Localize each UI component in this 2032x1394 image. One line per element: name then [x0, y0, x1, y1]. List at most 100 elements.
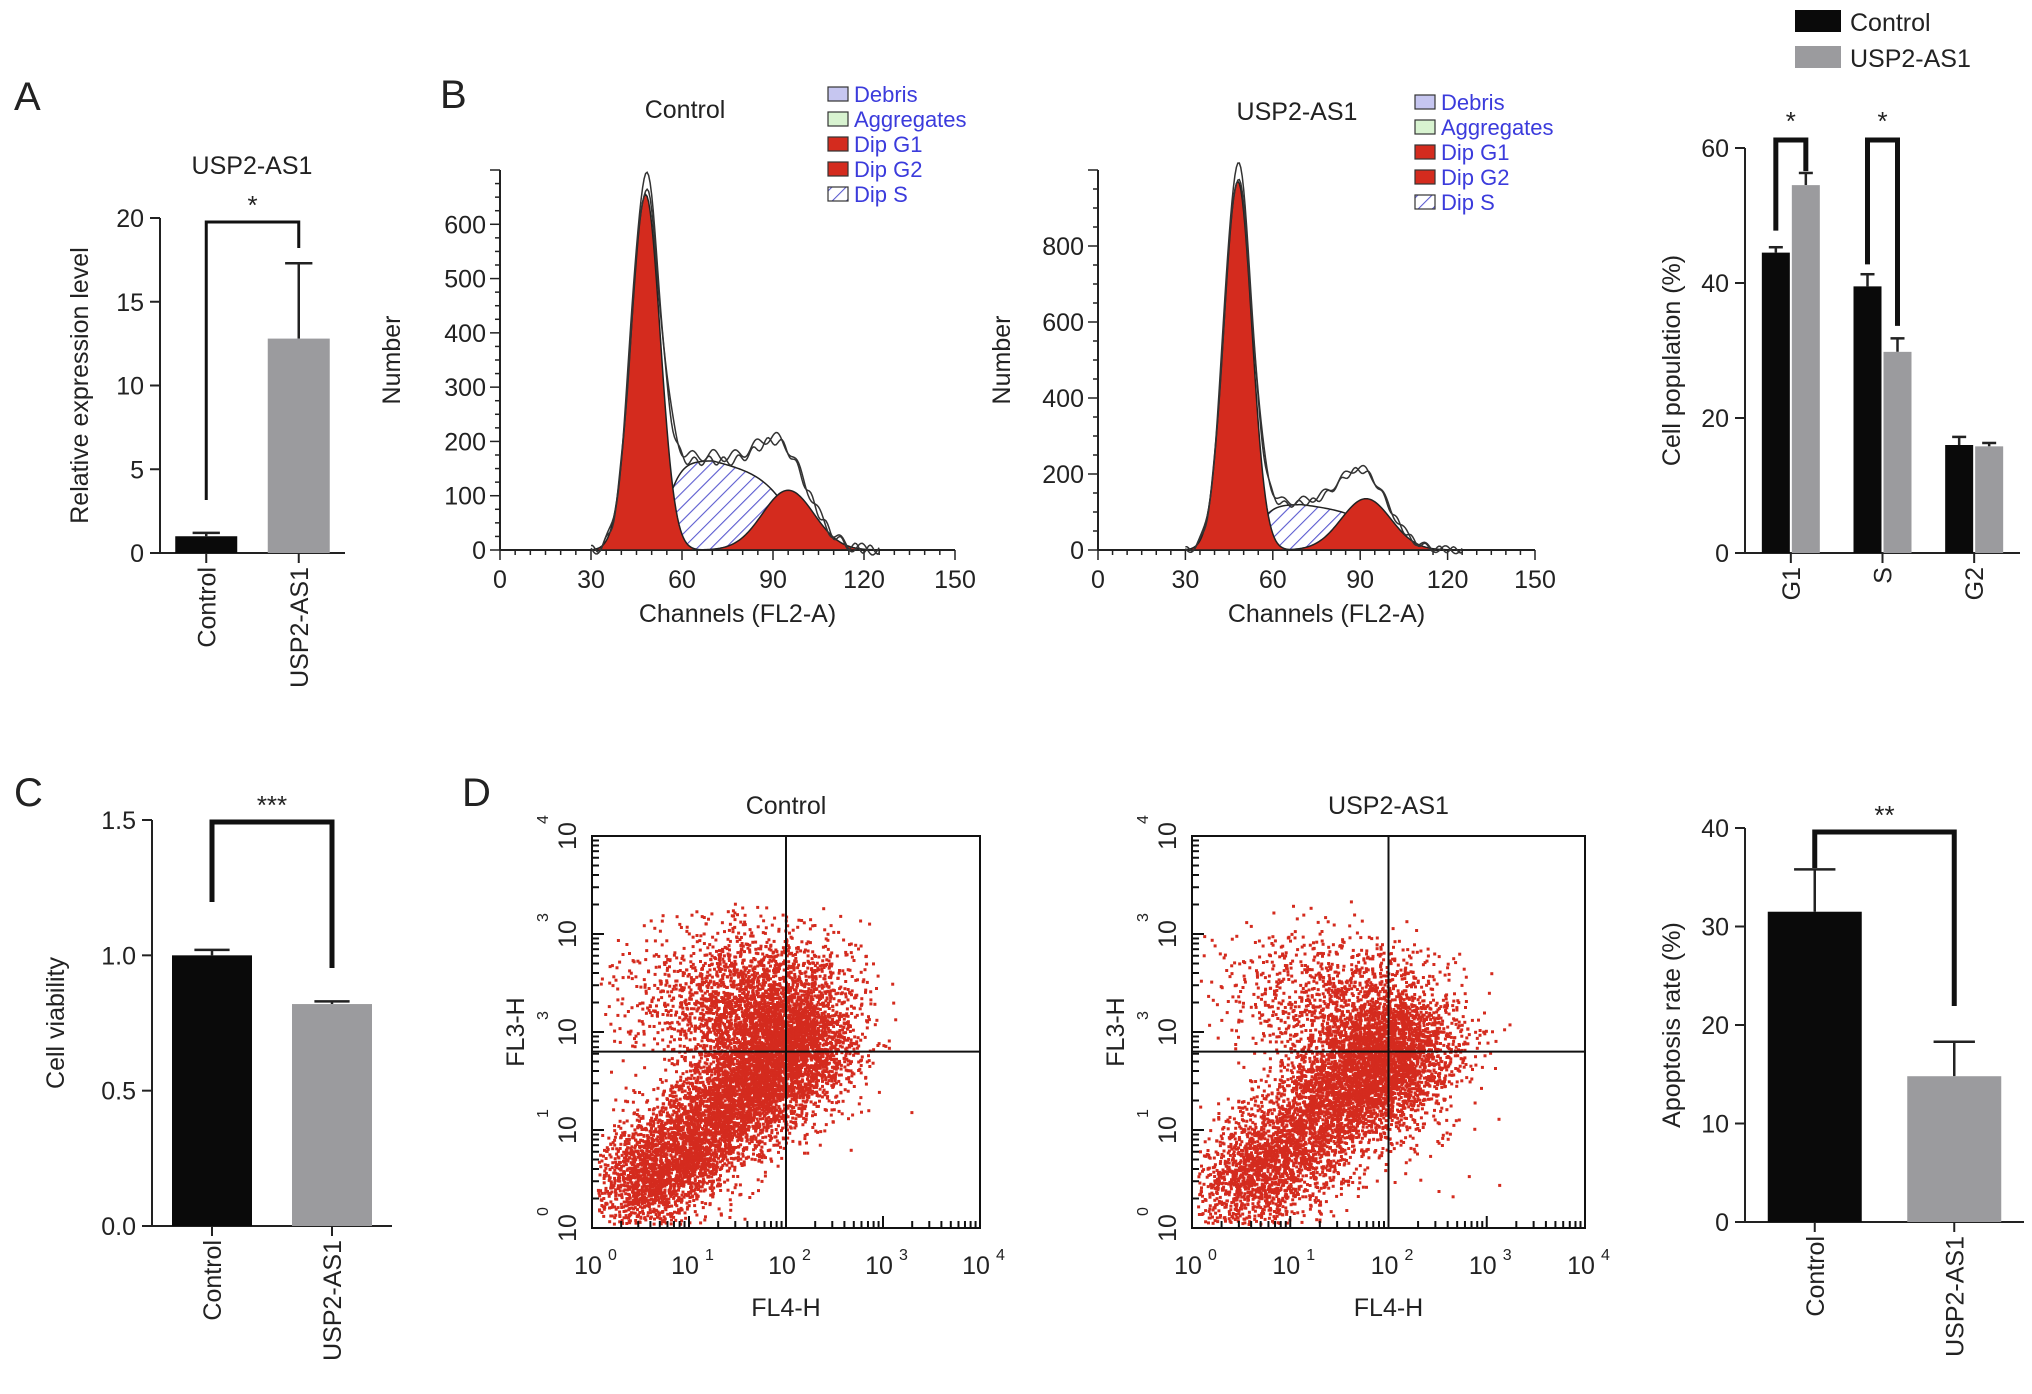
event-dot — [735, 1084, 739, 1088]
event-dot — [769, 1124, 773, 1128]
event-dot — [723, 1057, 726, 1060]
event-dot — [614, 1188, 618, 1192]
event-dot — [741, 996, 745, 1000]
event-dot — [771, 1105, 775, 1109]
event-dot — [876, 1044, 880, 1047]
event-dot — [838, 1018, 841, 1021]
event-dot — [737, 1097, 741, 1100]
event-dot — [795, 1069, 799, 1073]
event-dot — [765, 1083, 769, 1087]
y-tick-label: 0 — [472, 537, 486, 565]
event-dot — [693, 1063, 697, 1066]
event-dot — [619, 1134, 623, 1138]
event-dot — [743, 1039, 746, 1043]
event-dot — [646, 1145, 650, 1149]
event-dot — [696, 1182, 700, 1185]
event-dot — [743, 1129, 747, 1133]
event-dot — [816, 1057, 820, 1061]
event-dot — [752, 973, 756, 977]
event-dot — [682, 1172, 686, 1176]
event-dot — [681, 1010, 685, 1014]
event-dot — [823, 928, 827, 932]
event-dot — [803, 948, 807, 952]
event-dot — [632, 1089, 636, 1093]
event-dot — [659, 1078, 663, 1081]
event-dot — [670, 1027, 674, 1031]
event-dot — [752, 1027, 756, 1031]
event-dot — [734, 1025, 738, 1029]
event-dot — [804, 978, 808, 982]
y-axis-label: Cell viability — [42, 957, 70, 1089]
event-dot — [815, 1021, 819, 1025]
event-dot — [720, 1036, 724, 1040]
x-tick-label: 90 — [1346, 566, 1374, 594]
event-dot — [818, 1007, 822, 1011]
event-dot — [709, 1153, 713, 1157]
event-dot — [767, 1109, 771, 1113]
event-dot — [827, 1079, 831, 1083]
event-dot — [688, 1176, 692, 1180]
event-dot — [689, 1007, 693, 1011]
event-dot — [679, 995, 683, 999]
event-dot — [656, 1130, 659, 1134]
event-dot — [783, 1107, 787, 1111]
event-dot — [713, 1148, 717, 1152]
event-dot — [776, 993, 780, 997]
event-dot — [809, 1100, 813, 1104]
total-envelope — [590, 171, 880, 556]
event-dot — [720, 1134, 724, 1138]
event-dot — [789, 996, 793, 1000]
event-dot — [715, 962, 719, 965]
event-dot — [782, 1103, 786, 1107]
event-dot — [644, 1011, 648, 1015]
event-dot — [765, 906, 769, 910]
event-dot — [805, 1095, 809, 1099]
event-dot — [794, 960, 798, 964]
event-dot — [654, 1127, 658, 1131]
event-dot — [756, 905, 760, 909]
event-dot — [692, 1123, 696, 1127]
event-dot — [664, 1009, 668, 1012]
event-dot — [709, 1045, 713, 1049]
event-dot — [704, 1051, 708, 1055]
event-dot — [823, 1027, 827, 1031]
legend-swatch — [827, 186, 849, 202]
event-dot — [693, 1192, 697, 1196]
event-dot — [668, 965, 671, 969]
event-dot — [647, 1008, 651, 1012]
event-dot — [631, 1211, 635, 1215]
event-dot — [738, 938, 742, 942]
event-dot — [830, 1108, 834, 1112]
event-dot — [795, 950, 799, 954]
event-dot — [798, 1012, 802, 1016]
event-dot — [813, 980, 817, 984]
event-dot — [676, 1159, 680, 1163]
event-dot — [645, 1148, 649, 1151]
event-dot — [629, 971, 633, 975]
event-dot — [679, 1075, 683, 1079]
event-dot — [726, 1188, 730, 1192]
event-dot — [726, 1003, 730, 1006]
event-dot — [651, 1048, 655, 1052]
event-dot — [797, 1042, 801, 1046]
event-dot — [808, 1025, 812, 1029]
event-dot — [714, 1019, 718, 1023]
event-dot — [673, 951, 677, 955]
event-dot — [824, 1123, 828, 1127]
bar-g2-control — [1945, 445, 1974, 553]
event-dot — [621, 1221, 625, 1225]
event-dot — [604, 1166, 608, 1170]
event-dot — [598, 1194, 602, 1198]
event-dot — [772, 997, 776, 1001]
event-dot — [623, 1014, 627, 1018]
event-dot — [820, 986, 824, 990]
event-dot — [849, 1148, 853, 1152]
event-dot — [782, 968, 786, 972]
legend: Control USP2-AS1 — [1795, 9, 1971, 73]
event-dot — [815, 1069, 819, 1073]
event-dot — [613, 1168, 617, 1172]
event-dot — [718, 970, 722, 973]
event-dot — [738, 1092, 742, 1096]
event-dot — [756, 1066, 760, 1070]
event-dot — [641, 1209, 645, 1213]
